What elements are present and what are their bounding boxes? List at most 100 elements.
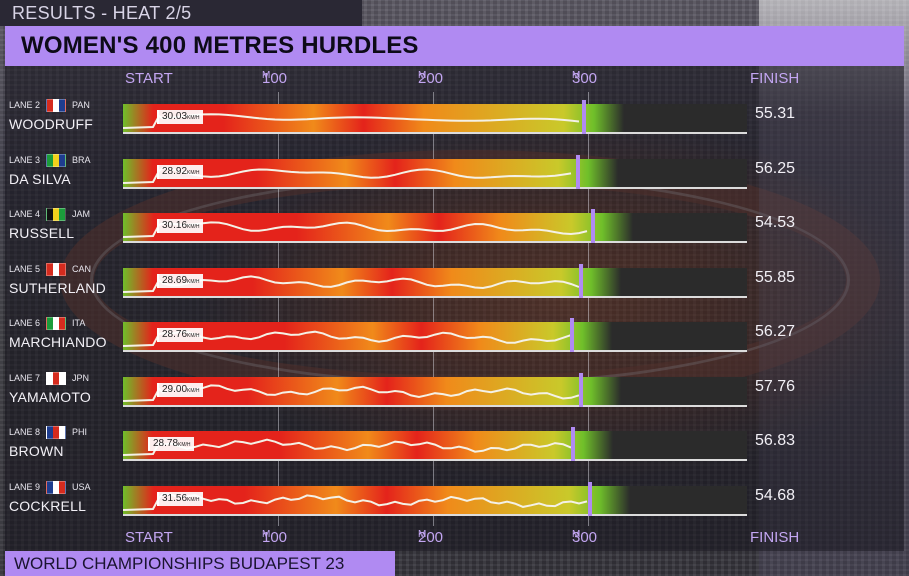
finish-time: 56.83 bbox=[755, 432, 796, 449]
athlete-name: DA SILVA bbox=[9, 170, 71, 187]
speed-heatmap-fill bbox=[123, 213, 633, 241]
top-speed-label: 28.69KM/H bbox=[157, 273, 203, 288]
gridline-200m bbox=[433, 92, 434, 526]
speed-trace-line bbox=[123, 492, 588, 511]
progress-marker bbox=[579, 372, 583, 407]
athlete-name: RUSSELL bbox=[9, 225, 75, 241]
lane-row: LANE 8 PHI BROWN 28.78KM/H 56.83 bbox=[5, 426, 904, 480]
finish-time: 56.27 bbox=[755, 323, 796, 340]
country-code: USA bbox=[72, 481, 91, 492]
speed-trace-line bbox=[123, 383, 580, 402]
lane-number: LANE 5 bbox=[9, 263, 41, 274]
country-flag-icon bbox=[46, 208, 67, 221]
athlete-name: BROWN bbox=[9, 443, 64, 459]
speed-trace bbox=[123, 221, 588, 238]
finish-time: 55.85 bbox=[755, 268, 796, 286]
speed-trace-line bbox=[123, 221, 588, 238]
country-code: PAN bbox=[72, 99, 90, 110]
lane-meta: LANE 8 PHI bbox=[9, 426, 87, 439]
top-speed-value: 28.76 bbox=[162, 329, 188, 340]
speed-trace-line bbox=[123, 113, 580, 129]
speed-unit: KM/H bbox=[187, 333, 200, 339]
speed-trace-line bbox=[123, 330, 572, 347]
country-code: BRA bbox=[72, 154, 91, 165]
speed-trace bbox=[123, 438, 572, 456]
country-flag-icon bbox=[46, 371, 67, 385]
speed-trace bbox=[123, 274, 580, 293]
speed-trace bbox=[123, 492, 588, 511]
top-speed-value: 28.92 bbox=[162, 165, 188, 177]
speed-bar: 29.00KM/H bbox=[123, 376, 747, 407]
athlete-name: SUTHERLAND bbox=[9, 279, 106, 296]
progress-marker bbox=[582, 100, 586, 134]
speed-trace-line bbox=[123, 166, 572, 184]
speed-heatmap-fill bbox=[123, 158, 618, 187]
finish-time: 54.53 bbox=[755, 214, 796, 231]
top-speed-label: 31.56KM/H bbox=[157, 491, 203, 506]
progress-marker bbox=[588, 481, 592, 516]
scale-start-label: START bbox=[125, 70, 173, 87]
top-speed-label: 29.00KM/H bbox=[157, 382, 203, 397]
country-flag-icon bbox=[46, 153, 67, 167]
progress-marker bbox=[571, 427, 575, 461]
lane-meta: LANE 9 USA bbox=[9, 480, 91, 494]
country-flag-icon bbox=[46, 99, 67, 112]
scale-finish-label: FINISH bbox=[750, 529, 800, 546]
progress-marker bbox=[576, 154, 580, 189]
lane-number: LANE 2 bbox=[9, 99, 41, 110]
speed-bar: 28.69KM/H bbox=[123, 267, 747, 298]
country-code: ITA bbox=[72, 317, 86, 328]
progress-marker bbox=[591, 209, 595, 243]
lane-row: LANE 3 BRA DA SILVA 28.92KM/H 56.25 bbox=[5, 153, 904, 208]
gridline-100m bbox=[278, 92, 279, 526]
lane-meta: LANE 7 JPN bbox=[9, 371, 90, 385]
lane-number: LANE 8 bbox=[9, 426, 41, 437]
speed-trace-line bbox=[123, 274, 580, 293]
top-speed-value: 28.78 bbox=[153, 438, 179, 449]
lane-number: LANE 3 bbox=[9, 154, 41, 165]
country-flag-icon bbox=[46, 426, 67, 439]
athlete-name: YAMAMOTO bbox=[9, 388, 91, 405]
speed-unit: KM/H bbox=[187, 387, 200, 394]
lane-row: LANE 9 USA COCKRELL 31.56KM/H 54.68 bbox=[5, 480, 904, 535]
lane-row: LANE 7 JPN YAMAMOTO 29.00KM/H 57.76 bbox=[5, 371, 904, 426]
top-speed-label: 30.16KM/H bbox=[157, 219, 203, 233]
top-speed-value: 31.56 bbox=[162, 492, 188, 504]
speed-unit: KM/H bbox=[187, 496, 200, 503]
distance-scale-top: START 100 M 200 M 300 M FINISH bbox=[125, 70, 800, 87]
finish-time: 56.25 bbox=[755, 159, 796, 177]
top-speed-value: 28.69 bbox=[162, 274, 188, 286]
athlete-name: MARCHIANDO bbox=[9, 334, 107, 350]
progress-marker bbox=[579, 263, 583, 298]
speed-unit: KM/H bbox=[187, 169, 200, 176]
country-flag-icon bbox=[46, 480, 67, 494]
country-code: CAN bbox=[72, 263, 92, 274]
championship-footer: WORLD CHAMPIONSHIPS BUDAPEST 23 bbox=[5, 551, 395, 576]
speed-trace bbox=[123, 383, 580, 402]
event-title: WOMEN'S 400 METRES HURDLES bbox=[5, 26, 904, 66]
finish-time: 57.76 bbox=[755, 377, 796, 395]
lane-meta: LANE 4 JAM bbox=[9, 208, 90, 221]
lane-meta: LANE 6 ITA bbox=[9, 317, 85, 330]
lane-number: LANE 4 bbox=[9, 208, 41, 219]
speed-trace-line bbox=[123, 438, 572, 456]
speed-bar: 28.76KM/H bbox=[123, 322, 747, 352]
speed-unit: KM/H bbox=[187, 278, 200, 285]
lane-row: LANE 5 CAN SUTHERLAND 28.69KM/H 55.85 bbox=[5, 262, 904, 317]
country-code: JPN bbox=[72, 372, 90, 383]
speed-bar: 28.78KM/H bbox=[123, 431, 747, 461]
top-speed-label: 28.92KM/H bbox=[157, 164, 203, 179]
lane-row: LANE 6 ITA MARCHIANDO 28.76KM/H 56.27 bbox=[5, 317, 904, 371]
top-speed-value: 30.03 bbox=[162, 111, 188, 122]
speed-bar: 30.03KM/H bbox=[123, 104, 747, 134]
speed-trace bbox=[123, 166, 572, 184]
lane-meta: LANE 2 PAN bbox=[9, 99, 90, 112]
scale-start-label: START bbox=[125, 529, 173, 546]
lane-meta: LANE 5 CAN bbox=[9, 262, 92, 276]
country-flag-icon bbox=[46, 317, 67, 330]
top-speed-value: 30.16 bbox=[162, 220, 188, 231]
progress-marker bbox=[570, 318, 574, 352]
speed-bar: 28.92KM/H bbox=[123, 158, 747, 189]
top-speed-label: 28.76KM/H bbox=[157, 328, 203, 342]
athlete-name: WOODRUFF bbox=[9, 116, 94, 132]
